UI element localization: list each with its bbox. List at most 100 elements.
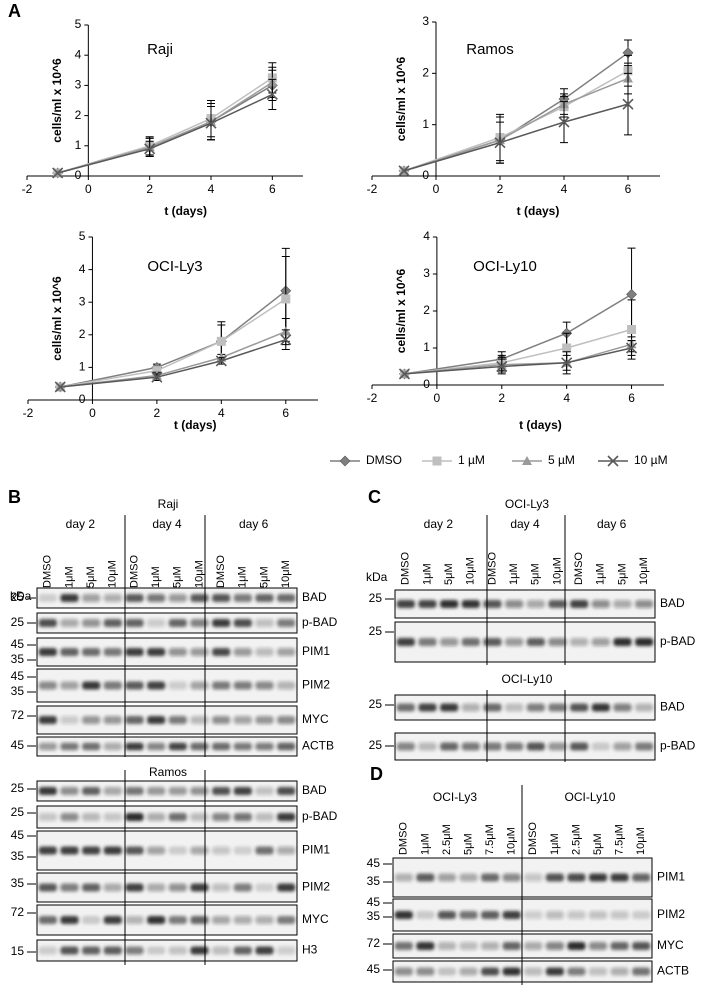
series-line xyxy=(57,93,273,174)
band xyxy=(82,681,101,690)
lane-label: 1μM xyxy=(421,563,433,585)
size-marker: 25 xyxy=(369,697,383,711)
y-tick-label: 1 xyxy=(79,360,86,374)
x-axis-label: t (days) xyxy=(519,418,562,432)
series-line xyxy=(60,298,287,388)
x-tick-label: 6 xyxy=(628,391,635,405)
legend-label: 5 µM xyxy=(548,453,575,467)
band xyxy=(60,813,79,821)
size-marker: 72 xyxy=(11,708,25,722)
x-tick-label: -2 xyxy=(22,182,33,196)
band xyxy=(125,681,144,690)
band xyxy=(190,594,209,602)
lane-label: 10μM xyxy=(193,560,205,588)
x-tick-label: -2 xyxy=(23,406,34,420)
size-marker: 25 xyxy=(11,615,25,629)
lane-label: DMSO xyxy=(215,555,227,588)
band xyxy=(125,619,144,627)
band xyxy=(38,846,57,855)
group-title: OCI-Ly10 xyxy=(565,790,616,804)
group-title: OCI-Ly3 xyxy=(433,790,478,804)
protein-label: PIM2 xyxy=(302,880,330,894)
bands xyxy=(38,946,296,955)
band xyxy=(38,594,57,602)
band xyxy=(277,946,296,955)
band xyxy=(168,742,187,751)
size-marker: 25 xyxy=(11,590,25,604)
panel-label: C xyxy=(368,487,381,507)
band xyxy=(610,873,629,882)
band xyxy=(461,600,480,608)
band xyxy=(38,619,57,627)
band xyxy=(505,638,524,646)
band xyxy=(545,911,564,919)
band xyxy=(610,967,629,976)
band xyxy=(233,716,252,724)
band xyxy=(212,742,231,751)
series-line xyxy=(404,347,632,375)
marker-cross xyxy=(280,334,292,346)
kda-label: kDa xyxy=(366,570,388,584)
band xyxy=(125,742,144,751)
size-marker: 45 xyxy=(11,637,25,651)
band xyxy=(103,716,122,724)
band xyxy=(38,716,57,724)
marker-cross xyxy=(398,165,410,177)
lane-label: 10μM xyxy=(638,557,650,585)
band xyxy=(567,911,586,919)
band xyxy=(526,742,545,751)
bands xyxy=(396,600,654,608)
band xyxy=(60,883,79,892)
band xyxy=(168,813,187,821)
x-tick-label: 2 xyxy=(497,182,504,196)
band xyxy=(396,600,415,608)
band xyxy=(255,916,274,924)
band xyxy=(147,716,166,724)
lane-label: 1μM xyxy=(150,566,162,588)
protein-label: MYC xyxy=(302,712,329,726)
band xyxy=(524,911,543,919)
band xyxy=(168,594,187,602)
chart-title: OCI-Ly3 xyxy=(147,258,202,275)
band xyxy=(103,916,122,924)
marker-cross xyxy=(561,357,573,369)
band xyxy=(613,703,632,712)
lane-label: 5μM xyxy=(172,566,184,588)
marker-square xyxy=(216,336,226,346)
size-marker: 35 xyxy=(11,849,25,863)
bands xyxy=(38,883,296,892)
lane-label: 5μM xyxy=(443,563,455,585)
size-marker: 25 xyxy=(369,591,383,605)
protein-label: BAD xyxy=(302,783,327,797)
y-tick-label: 1 xyxy=(75,138,82,152)
lane-label: 10μM xyxy=(551,557,563,585)
band xyxy=(233,846,252,855)
band xyxy=(60,787,79,795)
x-tick-label: 6 xyxy=(625,182,632,196)
band xyxy=(416,911,435,919)
band xyxy=(233,619,252,627)
bands xyxy=(38,916,296,924)
bands xyxy=(38,787,296,795)
marker-cross xyxy=(52,167,64,179)
band xyxy=(82,787,101,795)
band xyxy=(233,916,252,924)
lane-label: 5μM xyxy=(258,566,270,588)
band xyxy=(60,648,79,656)
band xyxy=(147,883,166,892)
band xyxy=(416,967,435,976)
band xyxy=(38,648,57,656)
band xyxy=(103,883,122,892)
bands xyxy=(394,911,651,919)
protein-label: p-BAD xyxy=(660,739,696,753)
protein-label: H3 xyxy=(302,943,318,957)
series-line xyxy=(60,338,287,388)
legend-label: 10 µM xyxy=(634,453,668,467)
band xyxy=(505,742,524,751)
day-label: day 6 xyxy=(597,517,627,531)
band xyxy=(483,638,502,646)
marker-cross xyxy=(398,368,411,380)
band xyxy=(437,942,457,950)
band xyxy=(591,638,610,646)
lane-label: 1μM xyxy=(595,563,607,585)
